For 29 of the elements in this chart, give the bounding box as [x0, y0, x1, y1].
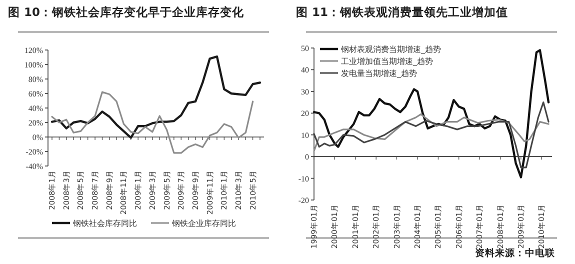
line-series	[50, 55, 262, 139]
y-tick-label: -20%	[26, 148, 44, 156]
y-tick-label: 50	[301, 44, 309, 53]
legend-label: 工业增加值当期增速_趋势	[341, 57, 433, 66]
y-tick-label: 10	[301, 130, 309, 140]
y-tick-label: 120%	[24, 46, 44, 55]
line-series	[51, 91, 254, 154]
y-tick-label: 0	[305, 152, 309, 162]
y-tick-label: 60%	[28, 90, 44, 98]
chart-title: 图 11：钢铁表观消费量领先工业增加值	[296, 5, 508, 19]
legend-label: 发电量当期增速_趋势	[341, 69, 417, 78]
legend-label: 钢铁企业库存同比	[171, 219, 236, 228]
line-series	[313, 101, 550, 168]
y-tick-label: 80%	[28, 75, 44, 84]
legend-label: 钢铁社会库存同比	[72, 219, 137, 228]
y-tick-label: -20	[298, 196, 309, 205]
line-series	[313, 113, 550, 152]
y-tick-label: 20%	[28, 118, 44, 128]
y-tick-label: 100%	[24, 60, 44, 70]
legend-label: 钢材表观消费当期增速_趋势	[340, 45, 441, 54]
chart-title: 图 10：钢铁社会库存变化早于企业库存变化	[8, 5, 246, 19]
y-tick-label: 40%	[28, 104, 44, 113]
y-tick-label: 40	[301, 66, 309, 75]
y-tick-label: 30	[301, 87, 309, 96]
y-tick-label: -40%	[26, 162, 44, 171]
y-tick-label: 0%	[32, 133, 44, 142]
y-tick-label: -10	[298, 174, 309, 184]
text: 资料来源：中电联	[475, 247, 556, 259]
y-tick-label: 20	[301, 109, 309, 118]
